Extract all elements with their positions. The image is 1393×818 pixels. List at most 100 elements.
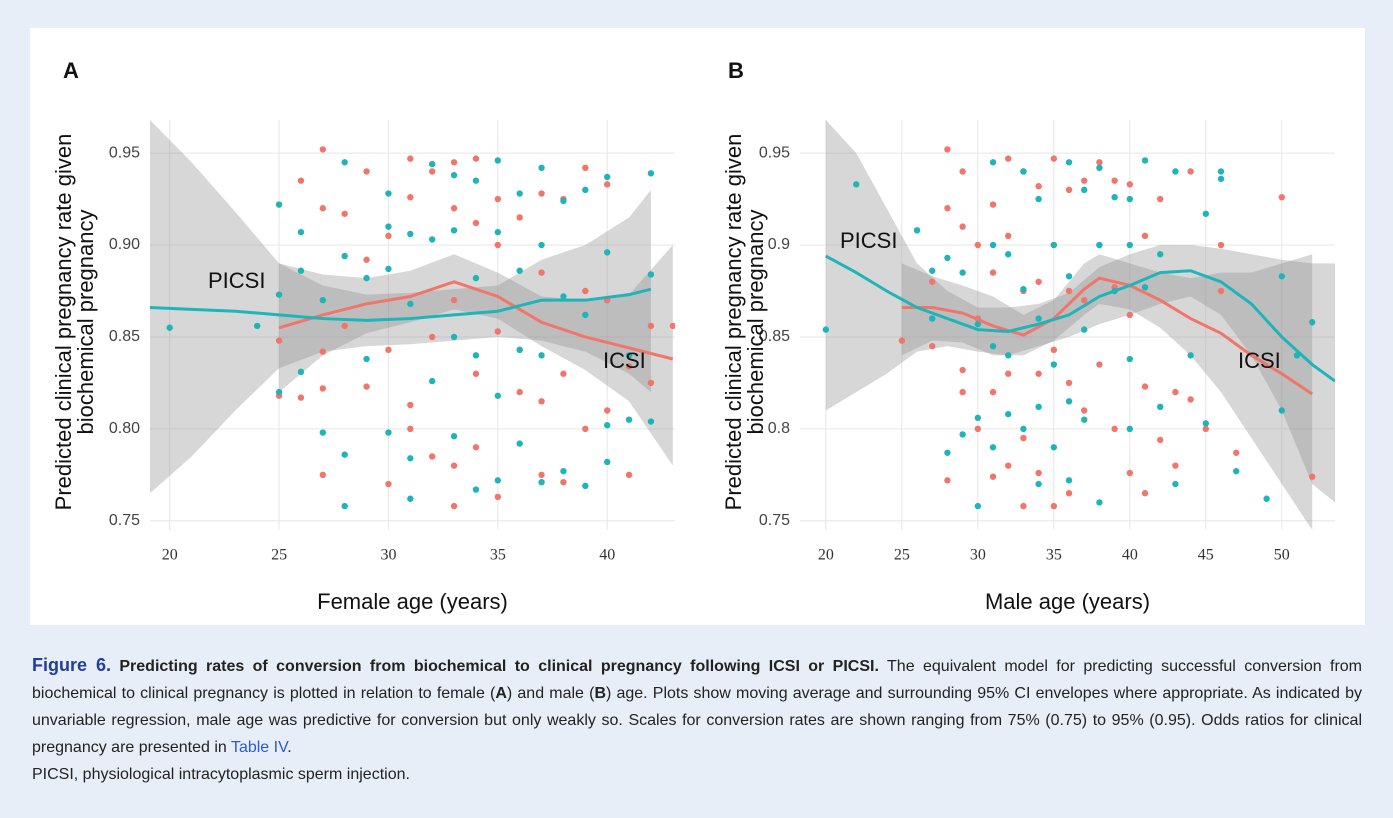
series-annotation: ICSI	[603, 348, 646, 373]
x-tick-label: 45	[1198, 547, 1214, 564]
data-point	[1065, 159, 1073, 166]
data-point	[1050, 346, 1058, 354]
data-point	[319, 429, 327, 436]
y-tick-label: 0.95	[759, 144, 790, 161]
data-point	[929, 267, 936, 274]
y-axis-title: biochemical pregnancy	[73, 209, 98, 434]
data-point	[1096, 499, 1103, 506]
data-point	[974, 425, 982, 433]
data-point	[363, 383, 370, 390]
data-point	[538, 164, 545, 172]
data-point	[407, 401, 414, 409]
data-point	[1141, 157, 1149, 164]
data-point	[472, 155, 480, 162]
data-point	[428, 236, 436, 243]
trend-line	[825, 254, 1335, 383]
data-point	[407, 194, 414, 201]
data-point	[341, 159, 348, 166]
data-point	[1035, 403, 1042, 411]
x-axis-title: Male age (years)	[985, 589, 1150, 614]
data-point	[538, 269, 545, 276]
data-point	[1065, 379, 1073, 387]
data-point	[582, 164, 589, 172]
data-point	[516, 190, 523, 197]
panel-label: B	[728, 58, 744, 83]
data-point	[1005, 410, 1012, 418]
data-point	[1111, 425, 1118, 433]
data-point	[1141, 232, 1149, 240]
data-point	[253, 322, 261, 330]
panel-label: A	[63, 58, 79, 83]
data-point	[363, 256, 370, 263]
data-point	[1081, 416, 1088, 423]
data-point	[494, 228, 502, 236]
data-point	[297, 394, 305, 401]
x-tick-label: 40	[599, 547, 615, 564]
x-tick-label: 30	[380, 547, 396, 564]
data-point	[647, 418, 655, 425]
data-point	[1081, 407, 1088, 414]
data-point	[319, 296, 327, 304]
data-point	[516, 388, 523, 396]
data-point	[428, 333, 436, 341]
data-point	[275, 388, 283, 396]
data-point	[560, 293, 567, 300]
caption-text: ) and male (	[506, 685, 595, 702]
data-point	[1187, 396, 1194, 403]
data-point	[385, 190, 392, 197]
data-point	[1217, 175, 1225, 183]
trend-line	[150, 287, 652, 322]
data-point	[450, 171, 458, 179]
data-point	[1233, 449, 1240, 456]
data-point	[428, 453, 436, 460]
data-point	[428, 377, 436, 385]
x-tick-label: 20	[162, 547, 178, 564]
data-point	[1005, 370, 1012, 377]
data-point	[959, 366, 966, 374]
y-tick-label: 0.9	[768, 236, 790, 253]
data-point	[1035, 182, 1042, 190]
y-tick-label: 0.85	[759, 328, 790, 345]
data-point	[1020, 168, 1027, 175]
x-tick-label: 50	[1274, 547, 1290, 564]
data-point	[516, 267, 523, 274]
data-point	[472, 219, 480, 227]
data-point	[1035, 278, 1042, 285]
data-point	[407, 300, 414, 308]
data-point	[538, 352, 545, 359]
data-point	[1278, 407, 1286, 414]
data-point	[582, 287, 589, 295]
data-point	[1141, 490, 1149, 497]
data-point	[538, 241, 545, 249]
data-point	[625, 416, 633, 423]
figure-panel: 20 25 30 35 40 0.75 0.80 0.85 0.90 0.95 A Female ag…	[30, 28, 1365, 625]
data-point	[929, 278, 936, 285]
data-point	[989, 342, 997, 350]
data-point	[944, 254, 951, 262]
caption-link[interactable]: Table IV	[230, 739, 288, 756]
y-tick-label: 0.75	[759, 512, 790, 529]
data-point	[1035, 195, 1042, 203]
data-point	[1111, 194, 1118, 201]
data-point	[1020, 425, 1027, 433]
data-point	[1187, 168, 1194, 175]
data-point	[1050, 502, 1058, 510]
series-annotation: ICSI	[1238, 348, 1281, 373]
data-point	[516, 440, 523, 447]
caption-text: ) age. Plots show moving average and sur…	[32, 685, 1363, 756]
data-point	[974, 241, 982, 249]
data-point	[538, 471, 545, 479]
x-tick-label: 25	[271, 547, 287, 564]
data-point	[603, 249, 611, 256]
data-point	[959, 223, 966, 230]
series-annotation: PICSI	[208, 268, 265, 293]
data-point	[1157, 436, 1164, 444]
data-point	[582, 311, 589, 319]
plot-area	[150, 120, 675, 510]
data-point	[1081, 326, 1088, 333]
data-point	[582, 425, 589, 433]
data-point	[472, 352, 480, 359]
figure-caption: Figure 6. Predicting rates of conversion…	[32, 652, 1362, 788]
data-point	[1081, 296, 1088, 304]
data-point	[669, 322, 675, 330]
